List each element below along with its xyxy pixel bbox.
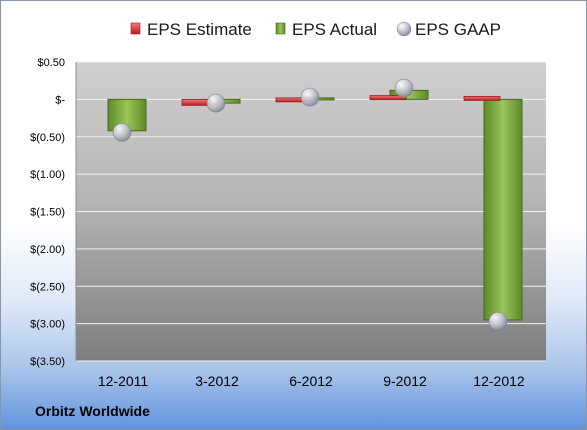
x-axis-ticks: 12-2011 3-2012 6-2012 9-2012 12-2012: [98, 373, 525, 389]
eps-gaap-point: [488, 312, 508, 331]
y-tick-label: $(3.00): [30, 319, 65, 331]
eps-estimate-bar: [463, 95, 501, 101]
y-tick-label: $(3.50): [30, 356, 65, 368]
eps-estimate-bar: [369, 95, 407, 101]
data-marks: [107, 78, 523, 331]
legend-label: EPS GAAP: [415, 20, 501, 39]
legend-swatch-gaap: [396, 21, 412, 37]
legend-label: EPS Estimate: [147, 20, 252, 39]
x-tick-label: 3-2012: [195, 373, 239, 389]
legend-swatch-actual: [275, 22, 286, 35]
eps-gaap-point: [206, 93, 226, 113]
y-tick-label: $0.50: [37, 57, 65, 69]
y-tick-label: $(1.50): [30, 207, 65, 219]
company-name: Orbitz Worldwide: [35, 403, 150, 419]
x-tick-label: 6-2012: [289, 373, 333, 389]
x-tick-label: 12-2011: [98, 373, 149, 389]
eps-actual-bar: [483, 98, 523, 321]
y-tick-label: $(2.50): [30, 281, 65, 293]
x-tick-label: 12-2012: [473, 373, 525, 389]
x-tick-label: 9-2012: [383, 373, 427, 389]
y-axis-ticks: $0.50 $- $(0.50) $(1.00) $(1.50) $(2.00) $(2.5…: [30, 57, 65, 368]
legend: EPS Estimate EPS Actual EPS GAAP: [130, 20, 501, 39]
y-tick-label: $(1.00): [30, 169, 65, 181]
legend-label: EPS Actual: [292, 20, 377, 39]
y-tick-label: $(0.50): [30, 132, 65, 144]
y-tick-label: $-: [55, 94, 65, 106]
eps-gaap-point: [394, 78, 414, 98]
legend-swatch-estimate: [130, 22, 141, 35]
eps-gaap-point: [112, 122, 132, 142]
eps-gaap-point: [300, 87, 320, 107]
y-tick-label: $(2.00): [30, 244, 65, 256]
